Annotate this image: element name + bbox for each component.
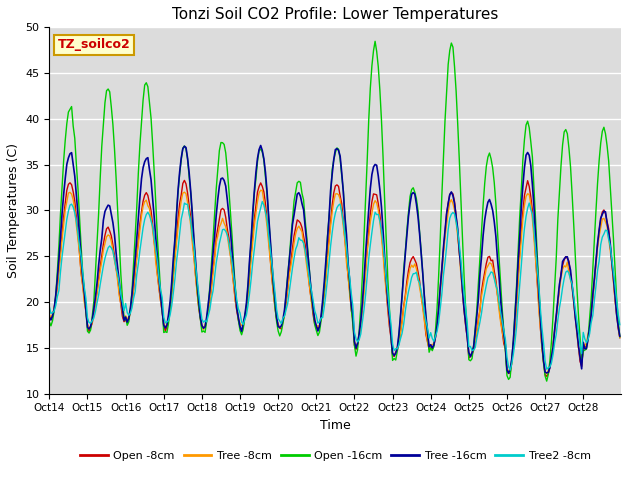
Title: Tonzi Soil CO2 Profile: Lower Temperatures: Tonzi Soil CO2 Profile: Lower Temperatur… [172, 7, 499, 22]
Legend: Open -8cm, Tree -8cm, Open -16cm, Tree -16cm, Tree2 -8cm: Open -8cm, Tree -8cm, Open -16cm, Tree -… [76, 447, 595, 466]
Y-axis label: Soil Temperatures (C): Soil Temperatures (C) [7, 143, 20, 278]
Text: TZ_soilco2: TZ_soilco2 [58, 38, 131, 51]
X-axis label: Time: Time [320, 419, 351, 432]
